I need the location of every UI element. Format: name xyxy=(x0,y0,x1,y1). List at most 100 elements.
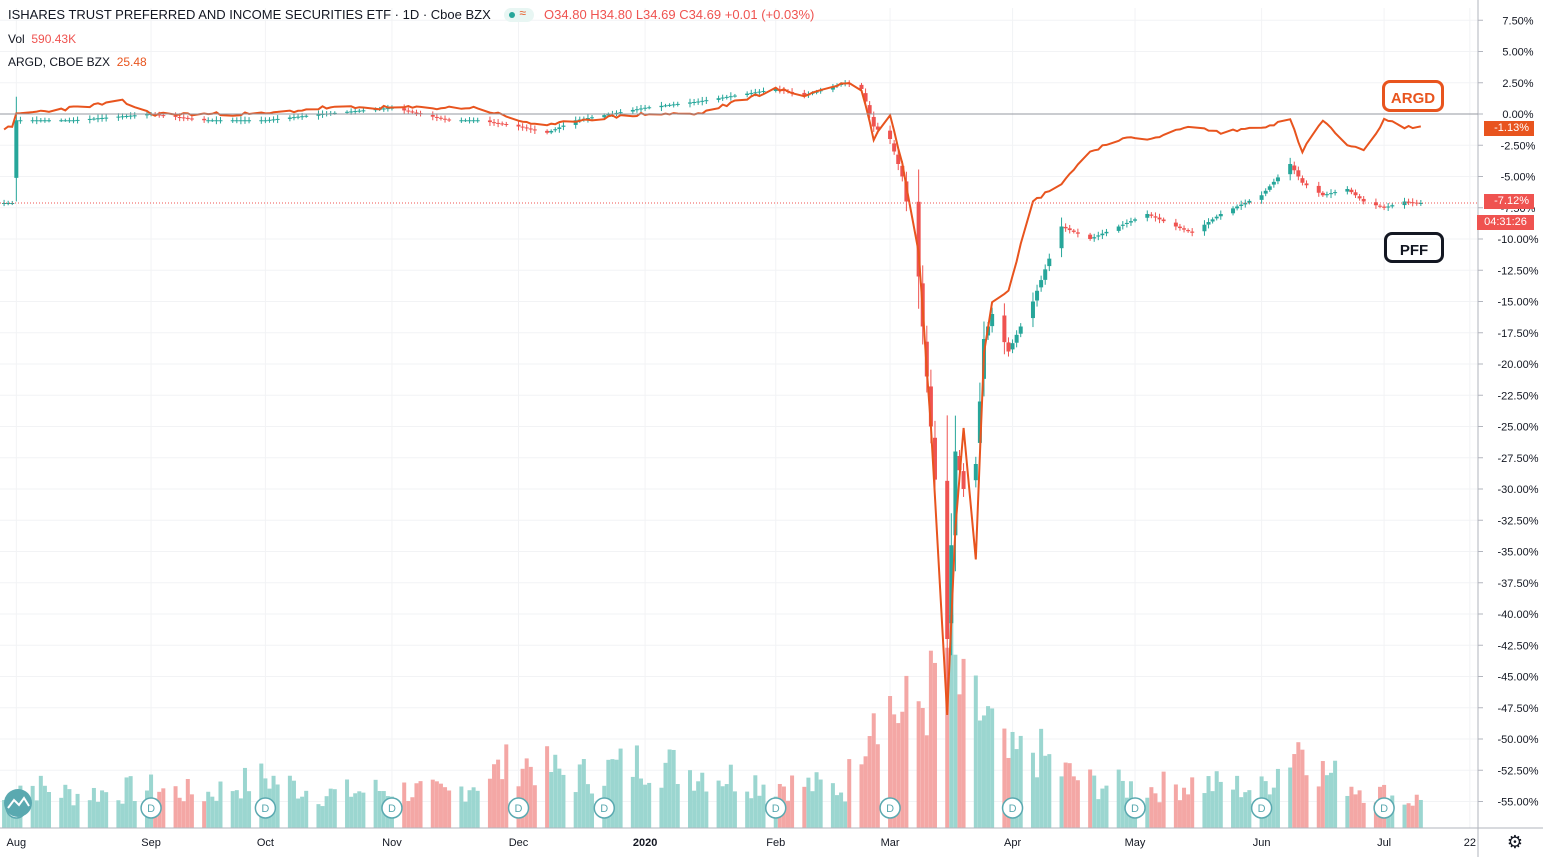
candle-body xyxy=(304,115,309,117)
candle-body xyxy=(357,110,362,112)
volume-bar xyxy=(1402,804,1407,828)
volume-bar xyxy=(1120,780,1125,828)
candle-body xyxy=(757,91,762,93)
dividend-marker-circle xyxy=(593,797,616,819)
candle-body xyxy=(1186,230,1191,232)
gear-icon[interactable]: ⚙ xyxy=(1506,832,1524,852)
volume-bar xyxy=(1030,752,1035,828)
candle-body xyxy=(524,127,529,129)
volume-bar xyxy=(532,785,537,828)
candle-body xyxy=(1247,200,1252,203)
candle-body xyxy=(773,89,778,91)
dividend-marker-label: D xyxy=(600,803,608,815)
symbol-legend[interactable]: ISHARES TRUST PREFERRED AND INCOME SECUR… xyxy=(8,5,814,23)
volume-bar xyxy=(459,786,464,828)
volume-bar xyxy=(210,796,215,828)
candle-body xyxy=(1288,164,1293,175)
wave-icon: ≈ xyxy=(519,5,526,20)
candle-body xyxy=(1320,192,1325,196)
candle-body xyxy=(332,112,337,114)
candle-body xyxy=(1292,165,1297,171)
dividend-marker-label: D xyxy=(515,803,523,815)
x-tick-label: Sep xyxy=(141,837,161,849)
y-tick-label: -17.50% xyxy=(1498,328,1539,340)
dividend-marker-label: D xyxy=(388,803,396,815)
x-tick-label: Apr xyxy=(1004,837,1021,849)
volume-bar xyxy=(581,759,586,828)
x-tick-label: 2020 xyxy=(633,837,657,849)
candle-body xyxy=(961,471,966,489)
volume-bar xyxy=(1096,799,1101,828)
y-tick-label: -40.00% xyxy=(1498,609,1539,621)
candle-body xyxy=(724,96,729,98)
candle-body xyxy=(1177,226,1182,229)
x-tick-label: Jul xyxy=(1377,837,1391,849)
candle-body xyxy=(647,107,652,109)
volume-bar xyxy=(843,801,848,828)
volume-bar xyxy=(1104,785,1109,828)
volume-bar xyxy=(904,675,909,828)
candle-body xyxy=(1161,219,1166,222)
candle-body xyxy=(1406,201,1411,203)
candle-body xyxy=(896,154,901,164)
candle-body xyxy=(14,120,19,178)
candle-body xyxy=(242,120,247,122)
volume-bar xyxy=(104,792,109,828)
candle-body xyxy=(688,102,693,104)
volume-legend[interactable]: Vol 590.43K xyxy=(8,32,76,46)
volume-bar xyxy=(1275,768,1280,828)
candle-body xyxy=(1104,231,1109,234)
candle-body xyxy=(528,128,533,130)
volume-bar xyxy=(1067,763,1072,828)
series-toggle-pill[interactable]: ≈ xyxy=(504,5,535,22)
candle-body xyxy=(475,120,480,122)
volume-bar xyxy=(557,768,562,828)
volume-bar xyxy=(1247,790,1252,828)
candle-body xyxy=(177,117,182,119)
candle-body xyxy=(1145,214,1150,218)
volume-bar xyxy=(585,784,590,828)
candle-body xyxy=(218,120,223,122)
volume-bar xyxy=(867,736,872,828)
volume-bar xyxy=(1414,794,1419,828)
dividend-marker: D xyxy=(254,797,277,819)
volume-bar xyxy=(732,791,737,828)
candle-body xyxy=(238,120,243,122)
volume-bar xyxy=(986,706,991,828)
candle-body xyxy=(1324,194,1329,196)
compare-legend[interactable]: ARGD, CBOE BZX 25.48 xyxy=(8,55,147,69)
compare-value: 25.48 xyxy=(116,55,147,69)
volume-bar xyxy=(692,790,697,828)
symbol-title[interactable]: ISHARES TRUST PREFERRED AND INCOME SECUR… xyxy=(8,7,491,22)
candle-body xyxy=(206,120,211,122)
volume-bar xyxy=(814,772,819,828)
candle-body xyxy=(1035,290,1040,301)
candle-body xyxy=(104,117,109,119)
candle-body xyxy=(63,120,68,122)
dividend-marker: D xyxy=(879,797,901,819)
volume-bar xyxy=(928,650,933,828)
y-tick-label: -52.50% xyxy=(1498,765,1539,777)
volume-bar xyxy=(300,796,305,828)
candle-body xyxy=(459,120,464,122)
candle-body xyxy=(6,203,11,204)
candle-body xyxy=(1092,237,1097,239)
argd-last-value-label: -1.13% xyxy=(1484,121,1534,136)
volume-bar xyxy=(100,790,105,828)
volume-bar xyxy=(218,781,223,828)
volume-bar xyxy=(161,788,166,828)
volume-bar xyxy=(981,715,986,828)
volume-bar xyxy=(671,749,676,828)
x-tick-label: May xyxy=(1125,837,1146,849)
volume-bar xyxy=(296,798,301,828)
volume-bar xyxy=(728,764,733,828)
volume-bar xyxy=(1088,769,1093,828)
bar-countdown-timer: 04:31:26 xyxy=(1477,215,1534,230)
volume-bar xyxy=(1353,794,1358,828)
pff-last-value-label: -7.12% xyxy=(1484,194,1534,209)
candle-body xyxy=(1039,280,1044,288)
volume-bar xyxy=(639,778,644,828)
candle-body xyxy=(1133,219,1138,221)
